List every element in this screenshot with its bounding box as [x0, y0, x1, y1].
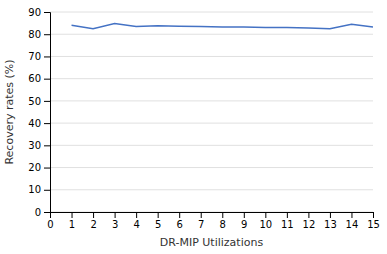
y-tick-label: 50	[28, 96, 41, 107]
grid-line	[50, 56, 373, 57]
x-tick-label: 3	[112, 219, 118, 230]
x-tick-mark	[222, 212, 223, 218]
y-tick-mark	[44, 12, 50, 13]
x-tick-label: 5	[155, 219, 161, 230]
x-tick-label: 6	[177, 219, 183, 230]
y-tick: 0	[35, 207, 50, 218]
y-tick-mark	[44, 190, 50, 191]
y-tick-label: 70	[28, 51, 41, 62]
line	[72, 24, 373, 29]
grid-line	[50, 12, 373, 13]
y-tick: 20	[28, 162, 50, 173]
x-tick-mark	[308, 212, 309, 218]
x-tick-mark	[244, 212, 245, 218]
x-tick: 11	[281, 212, 294, 230]
y-tick: 60	[28, 73, 50, 84]
y-axis-title: Recovery rates (%)	[3, 59, 16, 164]
x-tick-label: 9	[241, 219, 247, 230]
x-tick: 1	[69, 212, 75, 230]
grid-line	[50, 145, 373, 146]
y-tick-mark	[44, 56, 50, 57]
y-tick-mark	[44, 168, 50, 169]
plot: 0123456789101112131415010203040506070809…	[28, 7, 380, 230]
x-tick-label: 2	[90, 219, 96, 230]
x-tick-mark	[136, 212, 137, 218]
y-tick: 90	[28, 7, 50, 18]
y-tick: 80	[28, 29, 50, 40]
x-tick-mark	[373, 212, 374, 218]
x-tick-label: 11	[281, 219, 294, 230]
x-tick: 7	[198, 212, 204, 230]
y-tick-mark	[44, 34, 50, 35]
x-tick-label: 0	[47, 219, 53, 230]
x-tick: 3	[112, 212, 118, 230]
x-tick-label: 1	[69, 219, 75, 230]
x-tick: 13	[324, 212, 337, 230]
x-tick-mark	[179, 212, 180, 218]
x-tick-mark	[158, 212, 159, 218]
x-tick-label: 14	[346, 219, 359, 230]
y-tick-mark	[44, 145, 50, 146]
x-tick: 2	[90, 212, 96, 230]
chart: 0123456789101112131415010203040506070809…	[0, 0, 387, 254]
y-tick: 30	[28, 140, 50, 151]
y-tick-label: 30	[28, 140, 41, 151]
y-tick-label: 20	[28, 162, 41, 173]
x-tick-mark	[351, 212, 352, 218]
x-tick: 10	[259, 212, 272, 230]
y-tick: 10	[28, 184, 50, 195]
grid-line	[50, 100, 373, 101]
y-axis: 0 10 20 30 40 50 60 70 80 90	[28, 7, 50, 218]
y-tick: 70	[28, 51, 50, 62]
x-tick: 6	[177, 212, 183, 230]
grid-line	[50, 78, 373, 79]
grid-line	[50, 167, 373, 168]
x-axis: 0123456789101112131415	[47, 212, 380, 230]
x-tick-label: 10	[259, 219, 272, 230]
x-tick: 14	[346, 212, 359, 230]
x-tick: 8	[220, 212, 226, 230]
y-tick-label: 90	[28, 7, 41, 18]
grid-line	[50, 34, 373, 35]
x-tick-mark	[330, 212, 331, 218]
x-tick-mark	[72, 212, 73, 218]
grid-line	[50, 123, 373, 124]
x-tick-label: 13	[324, 219, 337, 230]
x-axis-line	[51, 213, 374, 219]
x-tick: 12	[303, 212, 316, 230]
y-tick-label: 60	[28, 73, 41, 84]
x-axis-title: DR-MIP Utilizations	[160, 236, 264, 249]
y-tick: 50	[28, 96, 50, 107]
grid-line	[50, 189, 373, 190]
x-tick-mark	[93, 212, 94, 218]
x-tick-mark	[287, 212, 288, 218]
x-tick-label: 8	[220, 219, 226, 230]
marks	[72, 24, 373, 29]
y-tick-mark	[44, 212, 50, 213]
x-tick-mark	[265, 212, 266, 218]
x-tick-label: 12	[303, 219, 316, 230]
x-tick-label: 15	[367, 219, 380, 230]
x-tick-mark	[115, 212, 116, 218]
y-tick-label: 0	[35, 207, 41, 218]
x-tick: 9	[241, 212, 247, 230]
x-tick: 0	[47, 212, 53, 230]
y-tick-label: 40	[28, 118, 41, 129]
y-tick-mark	[44, 101, 50, 102]
y-tick-mark	[44, 123, 50, 124]
x-tick: 15	[367, 212, 380, 230]
x-tick-label: 7	[198, 219, 204, 230]
grid	[50, 12, 373, 212]
y-tick-mark	[44, 79, 50, 80]
x-tick: 4	[133, 212, 139, 230]
y-tick-label: 10	[28, 184, 41, 195]
y-tick-label: 80	[28, 29, 41, 40]
x-tick: 5	[155, 212, 161, 230]
x-tick-mark	[201, 212, 202, 218]
x-tick-label: 4	[133, 219, 139, 230]
y-axis-line	[44, 13, 51, 213]
y-tick: 40	[28, 118, 50, 129]
